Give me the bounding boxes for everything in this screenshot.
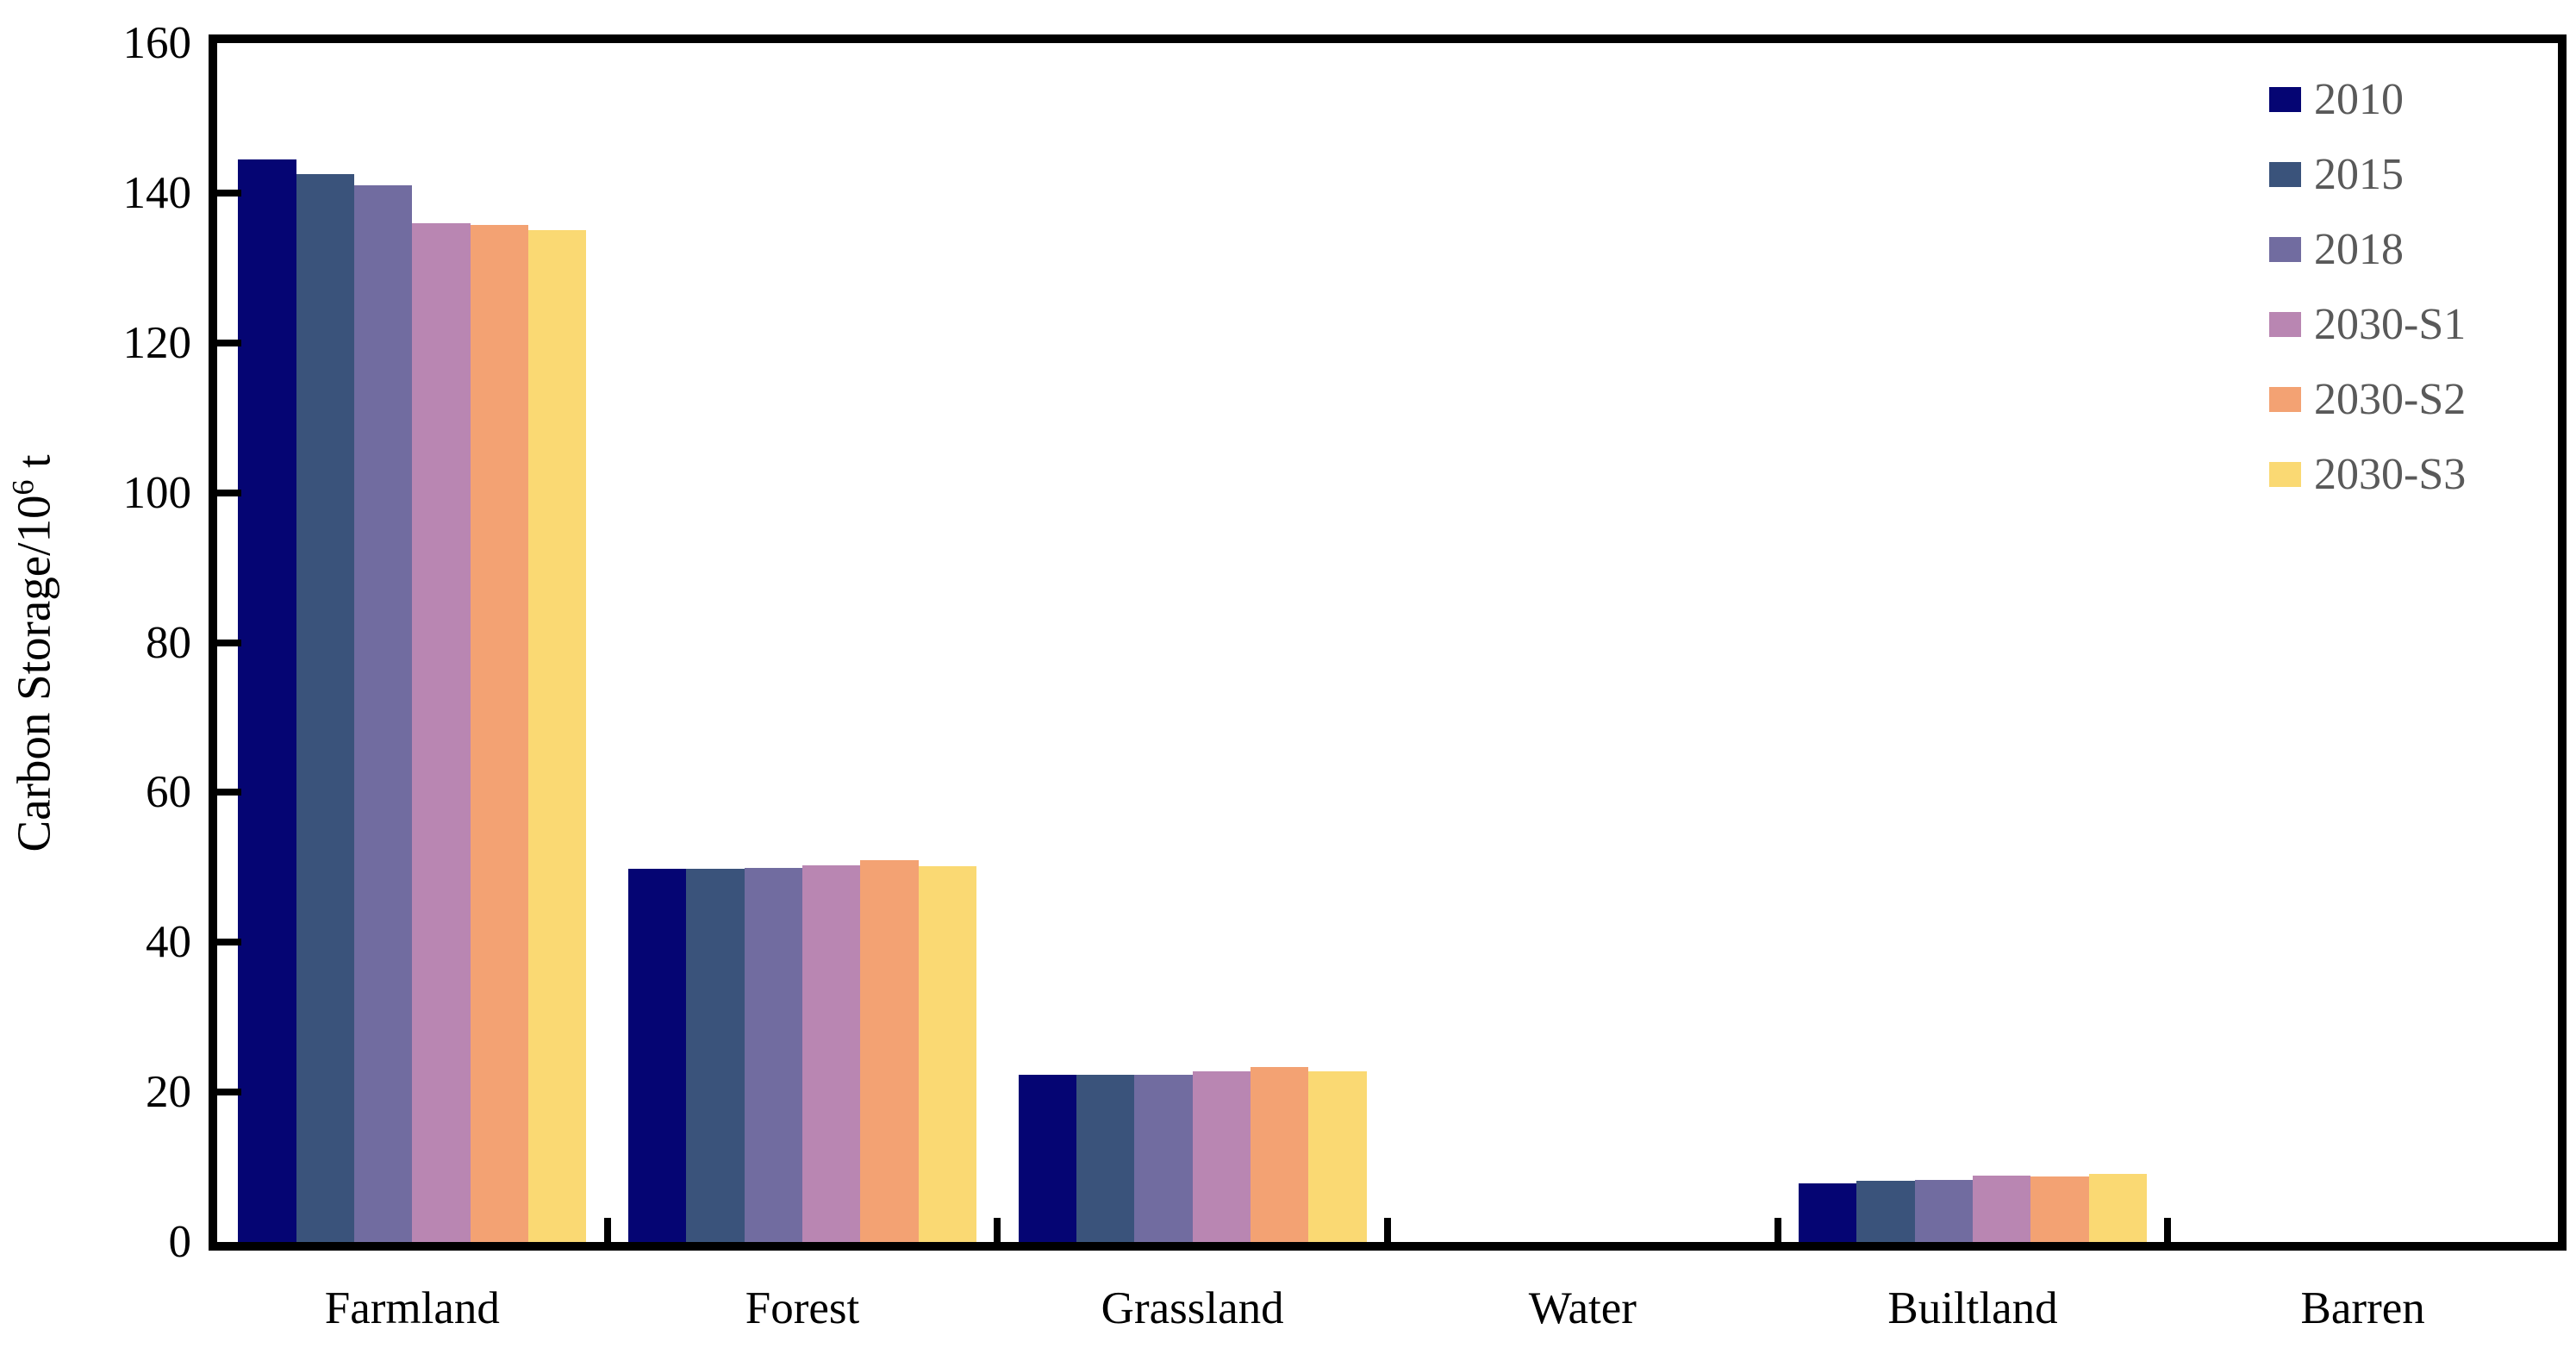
y-axis-tick-20 [217, 1089, 241, 1096]
x-axis-tick-2 [994, 1218, 1001, 1242]
bar-2010-forest [628, 869, 687, 1242]
bar-2030-s1-forest [802, 864, 861, 1242]
bar-2018-forest [744, 868, 802, 1242]
y-tick-label-140: 140 [122, 167, 192, 218]
x-category-label-grassland: Grassland [1101, 1283, 1284, 1333]
bar-2030-s2-forest [860, 859, 919, 1242]
x-category-label-barren: Barren [2300, 1283, 2425, 1333]
bar-2015-builtland [1856, 1180, 1915, 1242]
y-axis-tick-40 [217, 939, 241, 946]
bar-2030-s2-farmland [470, 225, 528, 1242]
x-category-label-farmland: Farmland [324, 1283, 500, 1333]
bar-2030-s1-farmland [412, 222, 471, 1242]
legend-label-2030-s1: 2030-S1 [2314, 300, 2467, 349]
plot-border [209, 34, 2567, 1251]
legend: 2010 2015 2018 2030-S1 2030-S2 2030-S3 [2269, 62, 2466, 512]
bar-2010-grassland [1018, 1075, 1077, 1242]
x-category-label-water: Water [1528, 1283, 1637, 1333]
y-axis-tick-120 [217, 339, 241, 346]
legend-label-2030-s2: 2030-S2 [2314, 375, 2467, 424]
y-tick-label-20: 20 [146, 1067, 191, 1118]
y-tick-label-60: 60 [146, 767, 191, 818]
legend-entry-2030-s3: 2030-S3 [2269, 437, 2466, 512]
bar-2030-s3-forest [918, 865, 976, 1242]
y-axis-tick-140 [217, 189, 241, 197]
bar-2030-s2-builtland [2030, 1176, 2089, 1242]
legend-swatch-2010 [2269, 87, 2301, 112]
bar-2018-builtland [1914, 1179, 1973, 1242]
legend-swatch-2030-s2 [2269, 387, 2301, 412]
legend-swatch-2030-s3 [2269, 462, 2301, 487]
bar-2030-s1-grassland [1192, 1070, 1251, 1242]
x-axis-tick-3 [1384, 1218, 1391, 1242]
legend-label-2030-s3: 2030-S3 [2314, 450, 2467, 499]
bar-2030-s3-builtland [2088, 1173, 2147, 1242]
legend-label-2018: 2018 [2314, 225, 2404, 274]
y-tick-label-100: 100 [122, 467, 192, 518]
bar-2030-s1-builtland [1973, 1175, 2031, 1242]
bar-2030-s3-farmland [527, 230, 587, 1242]
legend-entry-2010: 2010 [2269, 62, 2466, 137]
y-tick-label-0: 0 [168, 1217, 192, 1267]
x-axis-tick-1 [603, 1218, 611, 1242]
legend-swatch-2018 [2269, 237, 2301, 262]
x-axis-tick-5 [2164, 1218, 2172, 1242]
legend-label-2010: 2010 [2314, 75, 2404, 124]
bar-2018-farmland [354, 185, 413, 1242]
legend-swatch-2030-s1 [2269, 312, 2301, 337]
y-tick-label-80: 80 [146, 617, 191, 668]
legend-entry-2030-s2: 2030-S2 [2269, 362, 2466, 437]
legend-entry-2030-s1: 2030-S1 [2269, 287, 2466, 362]
y-axis-tick-60 [217, 789, 241, 796]
legend-entry-2018: 2018 [2269, 212, 2466, 287]
bar-2015-forest [686, 869, 745, 1242]
y-axis-tick-80 [217, 639, 241, 646]
bar-2015-grassland [1076, 1075, 1135, 1242]
plot-area [217, 43, 2558, 1242]
bar-2015-farmland [296, 174, 355, 1242]
bar-2010-builtland [1799, 1183, 1857, 1242]
legend-label-2015: 2015 [2314, 150, 2404, 199]
legend-swatch-2015 [2269, 162, 2301, 187]
x-category-label-builtland: Builtland [1887, 1283, 2058, 1333]
bar-2030-s2-grassland [1250, 1067, 1309, 1242]
bar-2018-grassland [1134, 1075, 1193, 1242]
bar-2010-farmland [238, 159, 296, 1242]
legend-entry-2015: 2015 [2269, 137, 2466, 212]
y-axis-tick-100 [217, 489, 241, 496]
y-tick-label-160: 160 [122, 18, 192, 68]
x-category-label-forest: Forest [745, 1283, 860, 1333]
y-tick-label-40: 40 [146, 917, 191, 968]
x-axis-tick-4 [1774, 1218, 1781, 1242]
y-tick-label-120: 120 [122, 317, 192, 368]
bar-2030-s3-grassland [1308, 1070, 1367, 1242]
